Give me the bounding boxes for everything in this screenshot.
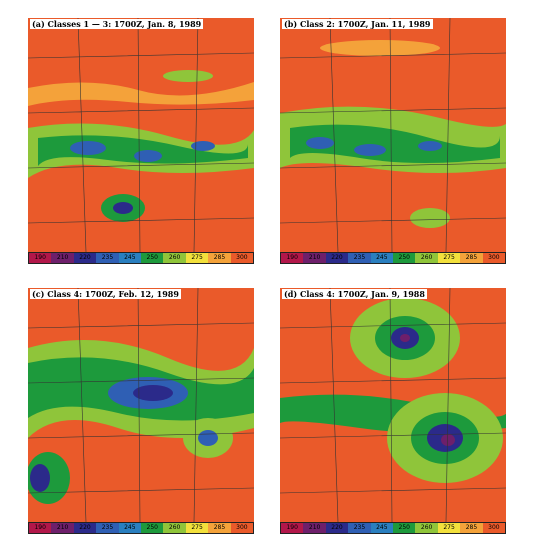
colorbar-tick-label: 300 bbox=[230, 253, 254, 263]
colorbar-tick-label: 210 bbox=[51, 253, 74, 263]
satellite-image-a bbox=[28, 18, 254, 252]
satellite-image-d bbox=[280, 288, 506, 522]
colorbar-tick-label: 220 bbox=[325, 523, 349, 533]
colorbar-tick-label: 260 bbox=[415, 253, 438, 263]
colorbar-tick-label: 250 bbox=[141, 523, 164, 533]
colorbar-tick-label: 235 bbox=[96, 253, 119, 263]
colorbar-tick-label: 285 bbox=[460, 523, 483, 533]
colorbar-tick-label: 285 bbox=[208, 523, 231, 533]
colorbar-tick-label: 275 bbox=[437, 253, 461, 263]
colorbar-tick-label: 275 bbox=[185, 253, 209, 263]
colorbar-tick-label: 210 bbox=[303, 523, 326, 533]
colorbar-tick-label: 300 bbox=[230, 523, 254, 533]
colorbar-tick-label: 235 bbox=[348, 253, 371, 263]
colorbar-tick-label: 250 bbox=[141, 253, 164, 263]
colorbar-tick-label: 235 bbox=[96, 523, 119, 533]
satellite-image-c bbox=[28, 288, 254, 522]
colorbar-tick-label: 235 bbox=[348, 523, 371, 533]
panel-caption-a: (a) Classes 1 — 3: 1700Z, Jan. 8, 1989 bbox=[30, 19, 204, 29]
colorbar-tick-label: 220 bbox=[325, 253, 349, 263]
colorbar-tick-label: 190 bbox=[281, 523, 304, 533]
colorbar-tick-label: 245 bbox=[370, 253, 394, 263]
colorbar-tick-label: 245 bbox=[370, 523, 394, 533]
colorbar-tick-label: 245 bbox=[118, 253, 142, 263]
colorbar-tick-label: 190 bbox=[281, 253, 304, 263]
colorbar-tick-label: 250 bbox=[393, 523, 416, 533]
colorbar-tick-label: 275 bbox=[437, 523, 461, 533]
panel-b: (b) Class 2: 1700Z, Jan. 11, 1989 190 210… bbox=[280, 18, 506, 264]
colorbar-tick-label: 260 bbox=[163, 253, 186, 263]
colorbar-b: 190 210 220 235 245 250 260 275 285 300 bbox=[280, 252, 506, 264]
colorbar-tick-label: 300 bbox=[482, 523, 506, 533]
panel-d: (d) Class 4: 1700Z, Jan. 9, 1988 190 210 2… bbox=[280, 288, 506, 534]
colorbar-tick-label: 285 bbox=[460, 253, 483, 263]
panel-caption-d: (d) Class 4: 1700Z, Jan. 9, 1988 bbox=[282, 289, 427, 299]
colorbar-tick-label: 260 bbox=[415, 523, 438, 533]
colorbar-tick-label: 300 bbox=[482, 253, 506, 263]
colorbar-c: 190 210 220 235 245 250 260 275 285 300 bbox=[28, 522, 254, 534]
panel-c: (c) Class 4: 1700Z, Feb. 12, 1989 190 210… bbox=[28, 288, 254, 534]
colorbar-tick-label: 260 bbox=[163, 523, 186, 533]
panel-caption-b: (b) Class 2: 1700Z, Jan. 11, 1989 bbox=[282, 19, 433, 29]
colorbar-tick-label: 275 bbox=[185, 523, 209, 533]
colorbar-tick-label: 190 bbox=[29, 253, 52, 263]
colorbar-tick-label: 250 bbox=[393, 253, 416, 263]
colorbar-tick-label: 190 bbox=[29, 523, 52, 533]
colorbar-a: 190 210 220 235 245 250 260 275 285 300 bbox=[28, 252, 254, 264]
colorbar-tick-label: 210 bbox=[303, 253, 326, 263]
colorbar-tick-label: 245 bbox=[118, 523, 142, 533]
panel-a: (a) Classes 1 — 3: 1700Z, Jan. 8, 1989 1… bbox=[28, 18, 254, 264]
colorbar-tick-label: 210 bbox=[51, 523, 74, 533]
colorbar-tick-label: 220 bbox=[73, 523, 97, 533]
colorbar-tick-label: 220 bbox=[73, 253, 97, 263]
colorbar-tick-label: 285 bbox=[208, 253, 231, 263]
colorbar-d: 190 210 220 235 245 250 260 275 285 300 bbox=[280, 522, 506, 534]
satellite-image-b bbox=[280, 18, 506, 252]
panel-caption-c: (c) Class 4: 1700Z, Feb. 12, 1989 bbox=[30, 289, 181, 299]
